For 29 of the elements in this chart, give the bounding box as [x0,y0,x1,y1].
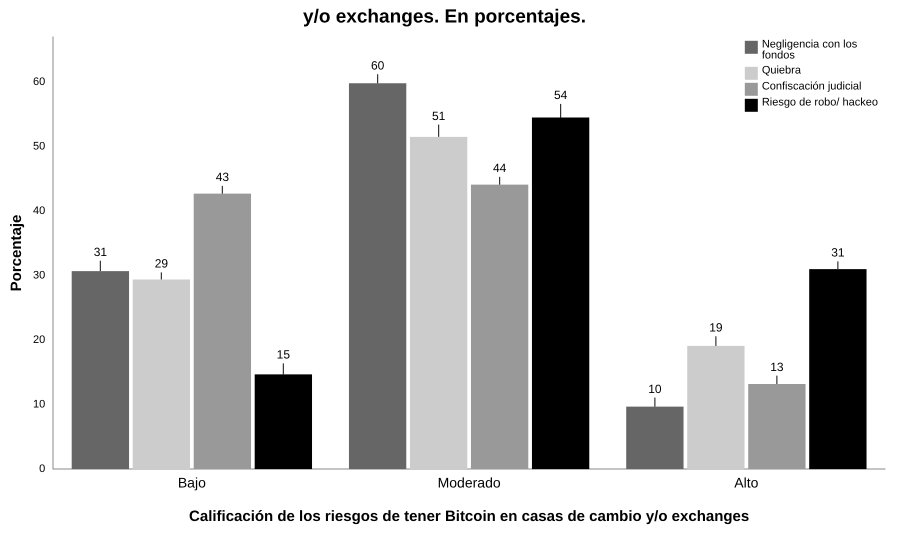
x-tick-label: Bajo [178,474,206,490]
y-tick-label: 10 [32,398,46,411]
chart-title: y/o exchanges. En porcentajes. [303,6,586,28]
data-label: 43 [216,170,230,184]
legend-label: Riesgo de robo/ hackeo [762,96,878,108]
data-label: 60 [370,58,385,73]
legend-label: Negligencia con los fondos [762,38,858,62]
data-label: 19 [709,320,723,335]
y-tick-label: 0 [39,463,46,476]
data-label: 54 [554,88,568,102]
x-axis-title: Calificación de los riesgos de tener Bitcoin en casas de cambio y/o exchanges [189,508,750,526]
legend-label: Confiscación judicial [762,80,862,92]
y-tick-label: 60 [32,76,46,88]
data-label: 51 [432,108,446,123]
data-label: 15 [276,348,290,362]
data-label: 10 [648,382,662,396]
x-tick-label: Moderado [438,474,501,490]
data-label: 31 [94,245,108,260]
legend-label: Quiebra [762,64,802,76]
data-label: 13 [770,360,784,374]
x-tick-label: Alto [734,474,759,490]
data-label: 31 [831,246,845,260]
y-tick-label: 50 [32,140,46,153]
y-tick-label: 20 [32,334,46,346]
y-tick-label: 30 [32,270,46,282]
data-label: 44 [492,161,507,176]
data-label: 29 [154,256,168,271]
y-tick-label: 40 [32,205,46,218]
y-axis-title: Porcentaje [8,214,26,292]
